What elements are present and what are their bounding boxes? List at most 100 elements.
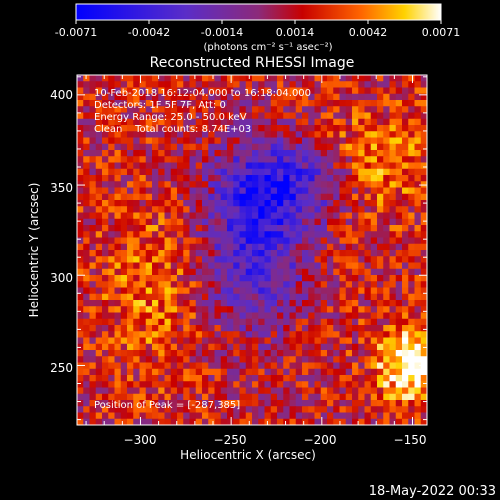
heatmap-cell: [133, 375, 140, 382]
heatmap-cell: [189, 237, 197, 245]
heatmap-cell: [320, 350, 328, 357]
heatmap-cell: [202, 375, 209, 382]
heatmap-cell: [189, 181, 197, 188]
heatmap-cell: [414, 412, 422, 420]
heatmap-cell: [270, 381, 278, 388]
heatmap-cell: [389, 206, 397, 213]
heatmap-cell: [314, 306, 322, 313]
heatmap-cell: [208, 343, 215, 351]
heatmap-cell: [308, 293, 315, 301]
heatmap-cell: [77, 118, 84, 126]
heatmap-cell: [395, 368, 403, 376]
heatmap-cell: [114, 281, 122, 288]
heatmap-cell: [152, 362, 159, 370]
heatmap-cell: [227, 381, 234, 388]
heatmap-cell: [377, 118, 384, 126]
heatmap-cell: [302, 156, 309, 163]
heatmap-cell: [158, 193, 165, 201]
heatmap-cell: [89, 318, 97, 326]
heatmap-cell: [233, 393, 240, 401]
heatmap-cell: [358, 250, 365, 257]
heatmap-cell: [339, 131, 347, 138]
heatmap-cell: [414, 281, 422, 288]
heatmap-cell: [102, 275, 109, 282]
heatmap-cell: [364, 393, 372, 401]
heatmap-cell: [327, 281, 334, 288]
heatmap-cell: [152, 275, 159, 282]
heatmap-cell: [258, 331, 265, 338]
heatmap-cell: [233, 331, 240, 338]
heatmap-cell: [314, 412, 322, 420]
heatmap-cell: [95, 400, 103, 407]
heatmap-cell: [258, 400, 265, 407]
heatmap-cell: [320, 287, 328, 295]
heatmap-cell: [208, 156, 215, 163]
heatmap-cell: [220, 181, 228, 188]
heatmap-cell: [302, 343, 309, 351]
heatmap-cell: [239, 93, 247, 101]
heatmap-cell: [158, 250, 165, 257]
heatmap-cell: [177, 175, 184, 182]
heatmap-cell: [383, 406, 390, 413]
heatmap-cell: [158, 275, 165, 282]
heatmap-cell: [108, 93, 115, 101]
heatmap-cell: [270, 131, 278, 138]
heatmap-cell: [239, 112, 247, 120]
heatmap-cell: [127, 256, 134, 263]
heatmap-cell: [333, 81, 340, 88]
heatmap-cell: [102, 231, 109, 238]
heatmap-cell: [264, 162, 272, 170]
heatmap-cell: [227, 406, 234, 413]
heatmap-cell: [383, 281, 390, 288]
heatmap-cell: [102, 206, 109, 213]
heatmap-cell: [358, 168, 365, 176]
heatmap-cell: [283, 381, 290, 388]
heatmap-cell: [195, 300, 203, 307]
heatmap-cell: [333, 350, 340, 357]
heatmap-cell: [139, 281, 147, 288]
heatmap-cell: [383, 143, 390, 151]
heatmap-cell: [152, 175, 159, 182]
heatmap-cell: [189, 325, 197, 332]
heatmap-cell: [308, 243, 315, 251]
heatmap-cell: [220, 81, 228, 88]
heatmap-cell: [177, 250, 184, 257]
heatmap-cell: [170, 300, 178, 307]
heatmap-cell: [95, 387, 103, 395]
heatmap-cell: [214, 137, 222, 145]
heatmap-cell: [358, 150, 365, 157]
heatmap-cell: [345, 193, 353, 201]
heatmap-cell: [120, 325, 128, 332]
heatmap-cell: [358, 193, 365, 201]
heatmap-cell: [164, 106, 172, 113]
heatmap-cell: [395, 218, 403, 226]
heatmap-cell: [220, 300, 228, 307]
heatmap-cell: [327, 150, 334, 157]
heatmap-cell: [339, 256, 347, 263]
heatmap-cell: [377, 393, 384, 401]
heatmap-cell: [339, 112, 347, 120]
heatmap-cell: [270, 187, 278, 195]
heatmap-cell: [183, 368, 190, 376]
heatmap-cell: [208, 250, 215, 257]
heatmap-cell: [333, 337, 340, 345]
heatmap-cell: [145, 181, 153, 188]
heatmap-cell: [195, 312, 203, 320]
heatmap-cell: [114, 356, 122, 363]
heatmap-cell: [227, 93, 234, 101]
heatmap-cell: [208, 325, 215, 332]
heatmap-cell: [333, 387, 340, 395]
heatmap-cell: [89, 175, 97, 182]
heatmap-cell: [214, 368, 222, 376]
heatmap-cell: [195, 281, 203, 288]
heatmap-cell: [127, 75, 134, 82]
heatmap-cell: [395, 381, 403, 388]
heatmap-cell: [220, 100, 228, 107]
heatmap-cell: [302, 356, 309, 363]
heatmap-cell: [339, 356, 347, 363]
heatmap-cell: [208, 137, 215, 145]
heatmap-cell: [245, 387, 253, 395]
heatmap-cell: [414, 393, 422, 401]
heatmap-cell: [345, 243, 353, 251]
heatmap-cell: [408, 131, 415, 138]
